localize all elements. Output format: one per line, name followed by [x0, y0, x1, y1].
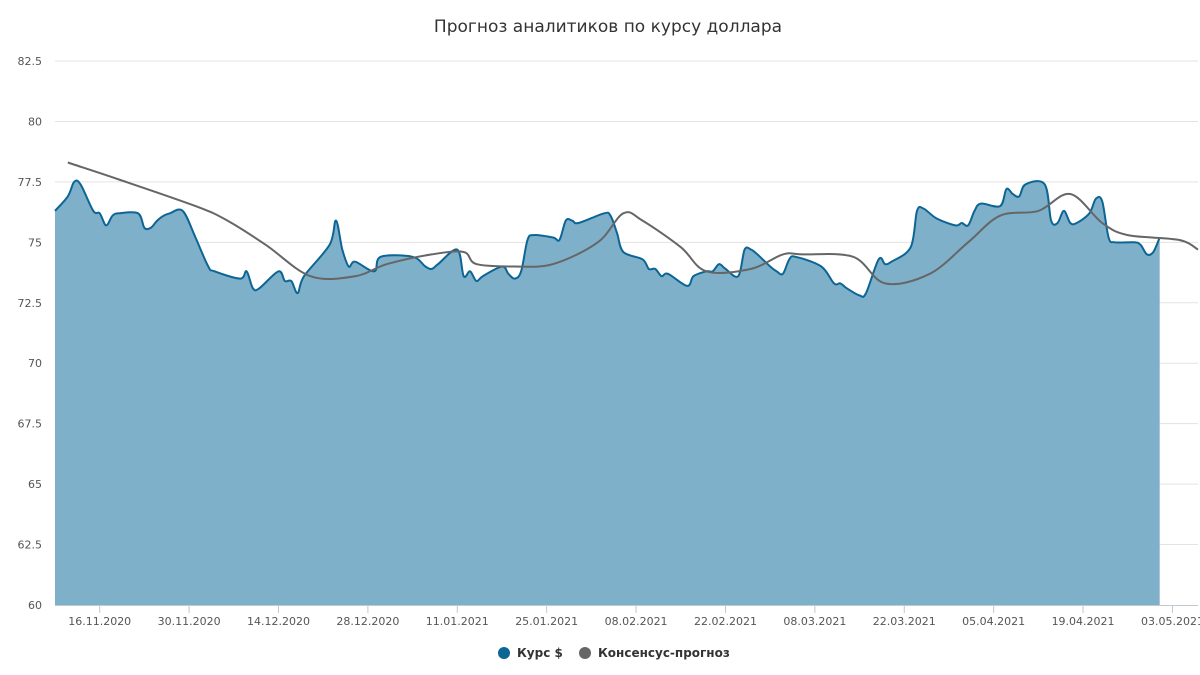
rate-area-fill	[55, 180, 1160, 605]
x-tick-label: 28.12.2020	[336, 615, 399, 628]
legend-label: Консенсус-прогноз	[598, 646, 730, 660]
y-tick-label: 82.5	[18, 55, 43, 68]
y-tick-label: 75	[28, 236, 42, 249]
x-tick-label: 05.04.2021	[962, 615, 1025, 628]
x-tick-label: 11.01.2021	[426, 615, 489, 628]
area-series-layer	[54, 179, 1161, 605]
legend-item-rate: Курс $	[498, 646, 563, 660]
y-tick-label: 72.5	[18, 297, 43, 310]
chart-title: Прогноз аналитиков по курсу доллара	[434, 17, 782, 37]
x-tick-label: 22.03.2021	[873, 615, 936, 628]
y-tick-label: 60	[28, 599, 42, 612]
y-tick-label: 65	[28, 478, 42, 491]
y-tick-label: 80	[28, 115, 42, 128]
y-tick-label: 77.5	[18, 176, 43, 189]
y-axis: 60 62.5 65 67.5 70 72.5 75 77.5 80 82.5	[18, 55, 43, 612]
x-tick-label: 22.02.2021	[694, 615, 757, 628]
forecast-series-line	[67, 161, 1199, 286]
x-tick-label: 19.04.2021	[1052, 615, 1115, 628]
y-tick-label: 67.5	[18, 418, 43, 431]
x-tick-label: 25.01.2021	[515, 615, 578, 628]
y-tick-label: 70	[28, 357, 42, 370]
line-series-layer	[67, 161, 1199, 286]
x-tick-label: 30.11.2020	[158, 615, 221, 628]
y-tick-label: 62.5	[18, 539, 43, 552]
legend-marker	[579, 647, 591, 659]
rate-series-line	[54, 179, 1161, 298]
x-axis: 16.11.2020 30.11.2020 14.12.2020 28.12.2020…	[55, 605, 1200, 628]
legend-label: Курс $	[517, 646, 563, 660]
x-tick-label: 08.02.2021	[605, 615, 668, 628]
legend-item-forecast: Консенсус-прогноз	[579, 646, 730, 660]
legend-marker	[498, 647, 510, 659]
x-tick-label: 03.05.2021	[1141, 615, 1200, 628]
legend: Курс $ Консенсус-прогноз	[498, 646, 730, 660]
x-tick-label: 14.12.2020	[247, 615, 310, 628]
x-tick-label: 16.11.2020	[68, 615, 131, 628]
x-tick-label: 08.03.2021	[783, 615, 846, 628]
